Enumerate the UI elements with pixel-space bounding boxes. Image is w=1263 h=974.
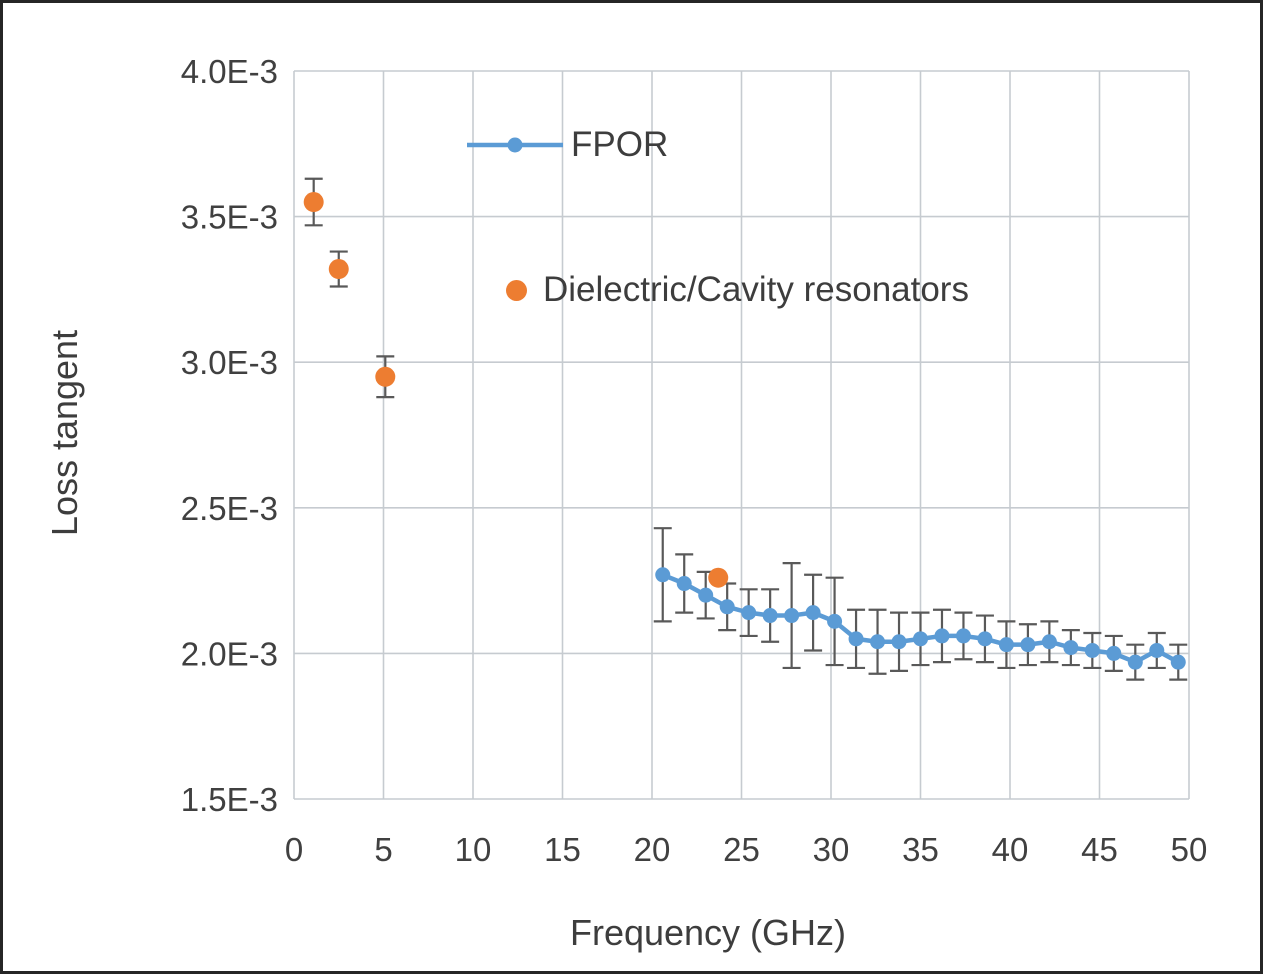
fpor-data-point [1170, 654, 1186, 670]
fpor-data-point [934, 628, 950, 644]
y-tick-label: 2.0E-3 [181, 635, 278, 672]
fpor-data-point [955, 628, 971, 644]
fpor-data-point [848, 631, 864, 647]
x-tick-label: 40 [992, 831, 1029, 868]
fpor-data-point [827, 613, 843, 629]
y-tick-label: 2.5E-3 [181, 490, 278, 527]
legend-label-fpor: FPOR [571, 125, 669, 164]
legend-label-dielectric-cavity: Dielectric/Cavity resonators [543, 270, 969, 309]
y-axis-title: Loss tangent [44, 329, 85, 537]
plot-area: 0 5 10 15 20 25 30 35 40 45 50 1.5E-3 2.0E-3 2.5E-3 3.… [181, 53, 1208, 868]
x-tick-label: 5 [374, 831, 392, 868]
fpor-data-point [719, 599, 735, 615]
fpor-data-point [913, 631, 928, 647]
fpor-data-point [805, 605, 821, 621]
fpor-data-point [1020, 637, 1036, 653]
fpor-data-point [762, 608, 778, 624]
resonator-data-point [303, 192, 324, 213]
fpor-data-point [1084, 642, 1100, 658]
y-tick-label: 4.0E-3 [181, 53, 278, 90]
fpor-data-point [870, 634, 886, 650]
x-tick-label: 25 [723, 831, 760, 868]
x-tick-label: 45 [1081, 831, 1118, 868]
y-tick-label: 3.5E-3 [181, 199, 278, 236]
fpor-data-point [998, 637, 1014, 653]
x-tick-label: 30 [813, 831, 850, 868]
fpor-data-point [1149, 642, 1165, 658]
x-tick-label: 35 [902, 831, 939, 868]
fpor-data-point [655, 567, 671, 583]
fpor-data-point [891, 634, 907, 650]
x-tick-label: 20 [634, 831, 671, 868]
legend-item-dielectric-cavity: Dielectric/Cavity resonators [506, 266, 969, 314]
x-tick-label: 10 [455, 831, 492, 868]
resonator-data-point [375, 366, 396, 387]
y-tick-label: 1.5E-3 [181, 781, 278, 818]
fpor-data-point [1106, 645, 1122, 661]
fpor-line-marker-icon [467, 137, 563, 153]
y-tick-label: 3.0E-3 [181, 344, 278, 381]
fpor-data-point [741, 605, 757, 621]
x-tick-label: 15 [544, 831, 581, 868]
fpor-data-point [676, 576, 692, 592]
resonator-data-point [708, 567, 729, 588]
dielectric-marker-icon [506, 279, 527, 301]
x-tick-label: 0 [285, 831, 303, 868]
fpor-data-point [1127, 654, 1143, 670]
legend-item-fpor: FPOR [465, 123, 668, 167]
resonator-data-point [328, 259, 349, 280]
fpor-data-point [698, 587, 714, 603]
fpor-data-point [784, 608, 800, 624]
fpor-data-point [1063, 640, 1079, 656]
x-axis-title: Frequency (GHz) [569, 912, 847, 953]
fpor-data-point [1041, 634, 1057, 650]
x-tick-label: 50 [1171, 831, 1208, 868]
fpor-data-point [977, 631, 993, 647]
